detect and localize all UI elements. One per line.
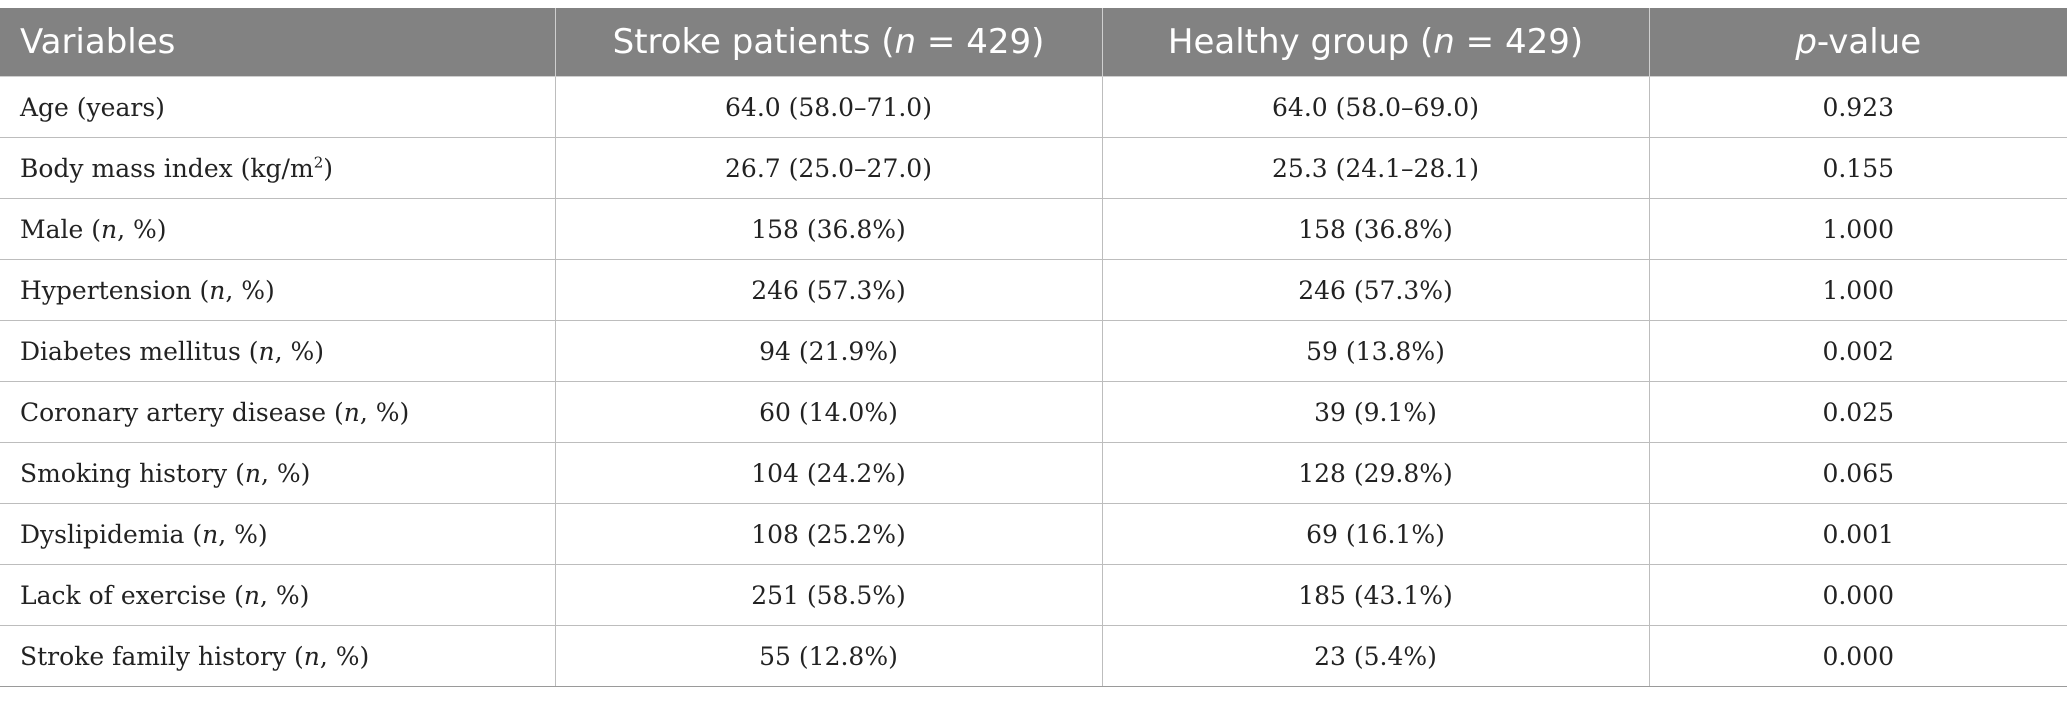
- p-value-cell: 0.000: [1648, 625, 2067, 687]
- p-value-cell: 0.923: [1648, 76, 2067, 138]
- stroke-patients-cell: 55 (12.8%): [554, 625, 1103, 687]
- stroke-patients-cell: 251 (58.5%): [554, 564, 1103, 626]
- p-value-cell: 0.025: [1648, 381, 2067, 443]
- variable-cell: Age (years): [0, 76, 556, 138]
- healthy-group-cell: 64.0 (58.0–69.0): [1101, 76, 1650, 138]
- healthy-group-cell: 39 (9.1%): [1101, 381, 1650, 443]
- data-table-container: Variables Stroke patients (n = 429) Heal…: [0, 8, 2067, 687]
- variable-cell: Smoking history (n, %): [0, 442, 556, 504]
- healthy-group-cell: 128 (29.8%): [1101, 442, 1650, 504]
- stroke-patients-cell: 64.0 (58.0–71.0): [554, 76, 1103, 138]
- stroke-patients-cell: 104 (24.2%): [554, 442, 1103, 504]
- variable-cell: Lack of exercise (n, %): [0, 564, 556, 626]
- p-value-cell: 0.000: [1648, 564, 2067, 626]
- header-row: Variables Stroke patients (n = 429) Heal…: [0, 8, 2067, 77]
- healthy-group-cell: 185 (43.1%): [1101, 564, 1650, 626]
- table-row: Age (years) 64.0 (58.0–71.0) 64.0 (58.0–69…: [0, 76, 2067, 138]
- p-value-cell: 1.000: [1648, 259, 2067, 321]
- header-stroke-patients: Stroke patients (n = 429): [554, 8, 1103, 77]
- stroke-patients-cell: 246 (57.3%): [554, 259, 1103, 321]
- healthy-group-cell: 69 (16.1%): [1101, 503, 1650, 565]
- stroke-patients-cell: 26.7 (25.0–27.0): [554, 137, 1103, 199]
- p-value-cell: 1.000: [1648, 198, 2067, 260]
- table-row: Coronary artery disease (n, %) 60 (14.0%)…: [0, 381, 2067, 443]
- variable-cell: Coronary artery disease (n, %): [0, 381, 556, 443]
- healthy-group-cell: 246 (57.3%): [1101, 259, 1650, 321]
- p-value-cell: 0.155: [1648, 137, 2067, 199]
- variable-cell: Diabetes mellitus (n, %): [0, 320, 556, 382]
- variable-cell: Male (n, %): [0, 198, 556, 260]
- table-row: Smoking history (n, %) 104 (24.2%) 128 (29…: [0, 442, 2067, 504]
- variable-cell: Body mass index (kg/m2): [0, 137, 556, 199]
- variable-cell: Hypertension (n, %): [0, 259, 556, 321]
- table-row: Dyslipidemia (n, %) 108 (25.2%) 69 (16.1%)…: [0, 503, 2067, 565]
- healthy-group-cell: 158 (36.8%): [1101, 198, 1650, 260]
- p-value-cell: 0.002: [1648, 320, 2067, 382]
- table-row: Diabetes mellitus (n, %) 94 (21.9%) 59 (13…: [0, 320, 2067, 382]
- table-header: Variables Stroke patients (n = 429) Heal…: [0, 8, 2067, 77]
- table-row: Male (n, %) 158 (36.8%) 158 (36.8%) 1.000: [0, 198, 2067, 260]
- table-row: Stroke family history (n, %) 55 (12.8%) 23…: [0, 625, 2067, 687]
- table-row: Lack of exercise (n, %) 251 (58.5%) 185 (4…: [0, 564, 2067, 626]
- header-variables: Variables: [0, 8, 556, 77]
- stroke-patients-cell: 60 (14.0%): [554, 381, 1103, 443]
- header-healthy-group: Healthy group (n = 429): [1101, 8, 1650, 77]
- p-value-cell: 0.001: [1648, 503, 2067, 565]
- characteristics-table: Variables Stroke patients (n = 429) Heal…: [0, 8, 2067, 687]
- healthy-group-cell: 59 (13.8%): [1101, 320, 1650, 382]
- table-body: Age (years) 64.0 (58.0–71.0) 64.0 (58.0–69…: [0, 76, 2067, 687]
- header-p-value: p-value: [1648, 8, 2067, 77]
- stroke-patients-cell: 158 (36.8%): [554, 198, 1103, 260]
- variable-cell: Stroke family history (n, %): [0, 625, 556, 687]
- p-value-cell: 0.065: [1648, 442, 2067, 504]
- healthy-group-cell: 23 (5.4%): [1101, 625, 1650, 687]
- table-row: Body mass index (kg/m2) 26.7 (25.0–27.0) 2…: [0, 137, 2067, 199]
- stroke-patients-cell: 94 (21.9%): [554, 320, 1103, 382]
- table-row: Hypertension (n, %) 246 (57.3%) 246 (57.3%…: [0, 259, 2067, 321]
- stroke-patients-cell: 108 (25.2%): [554, 503, 1103, 565]
- variable-cell: Dyslipidemia (n, %): [0, 503, 556, 565]
- healthy-group-cell: 25.3 (24.1–28.1): [1101, 137, 1650, 199]
